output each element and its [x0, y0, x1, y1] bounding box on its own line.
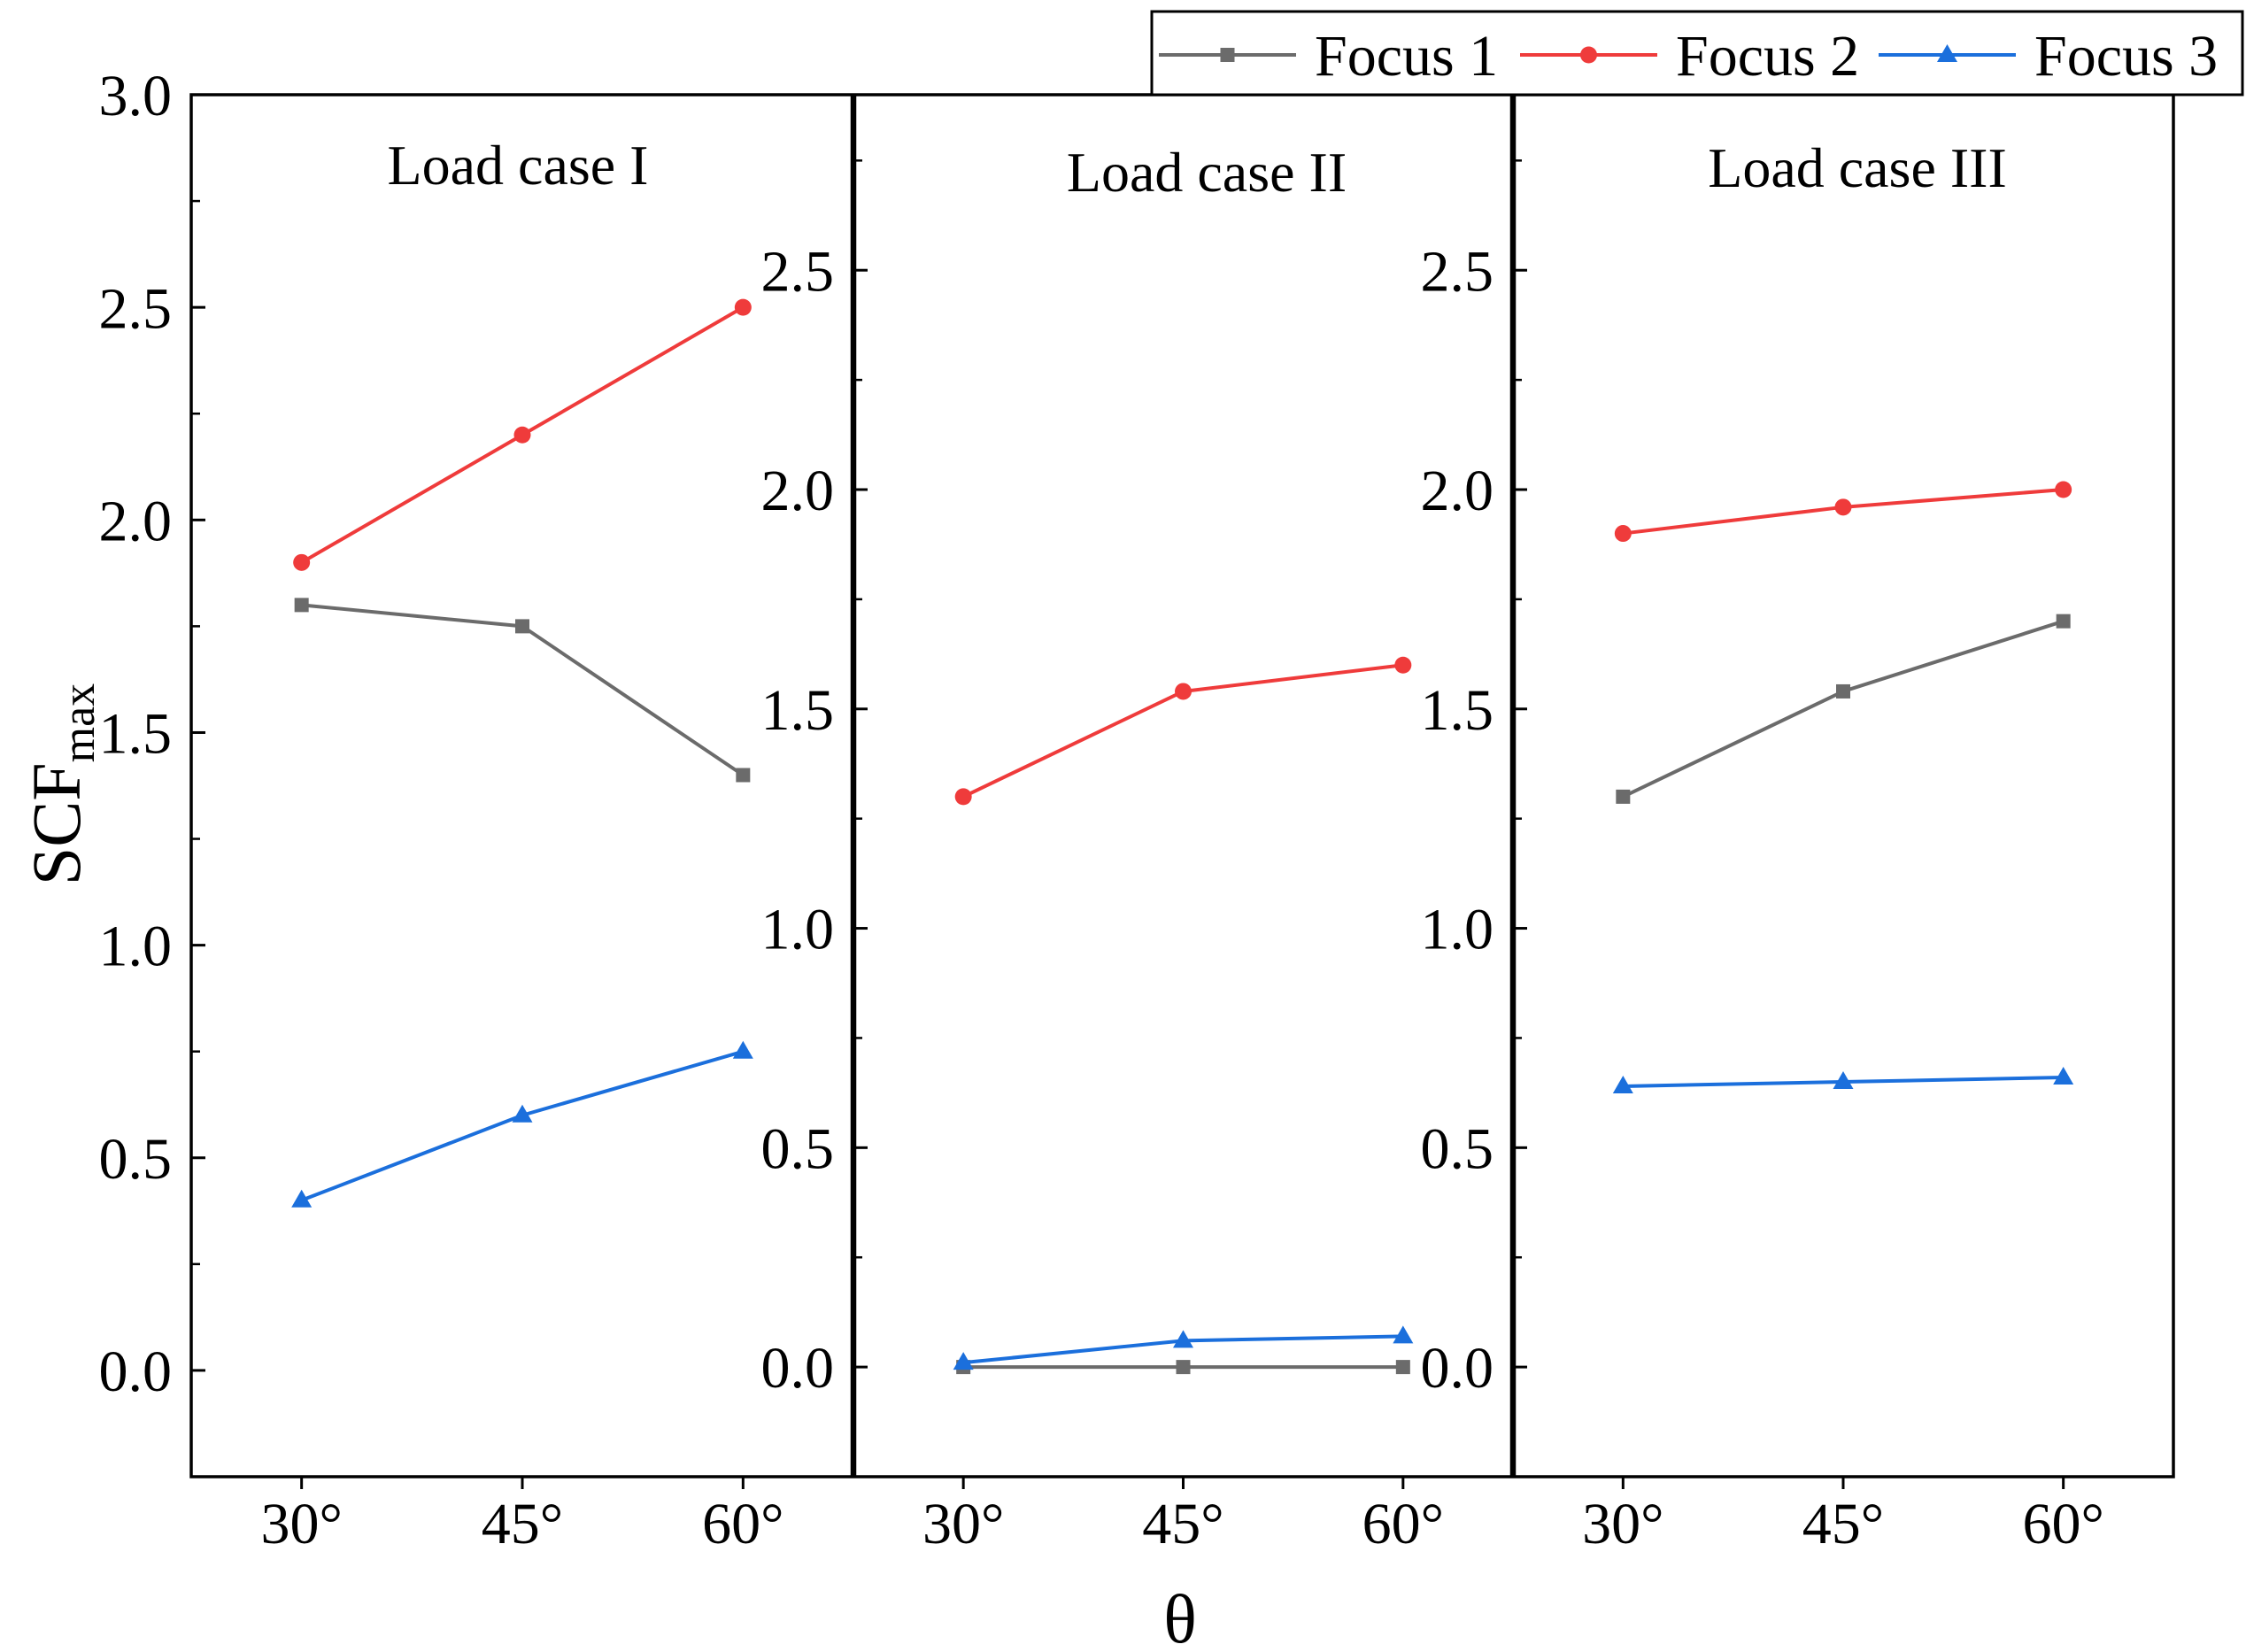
legend-focus-3-label: Focus 3: [2034, 24, 2218, 89]
legend-box: [1150, 10, 2244, 96]
panel-title-load-case-ii: Load case II: [1067, 141, 1347, 204]
panel-1-focus-3-data-point: [512, 1104, 533, 1123]
panel-2-focus-2-data-point: [1394, 656, 1412, 674]
panel-title-load-case-i: Load case I: [388, 134, 649, 197]
y-tick-label: 1.5: [1421, 678, 1494, 743]
x-tick-label: 30°: [1582, 1492, 1663, 1556]
panel-3-focus-1-data-point: [2056, 614, 2071, 629]
legend-focus-3-marker: [1937, 44, 1957, 62]
panel-3-focus-1-data-point: [1836, 683, 1850, 699]
legend-focus-2-label: Focus 2: [1676, 24, 1859, 89]
y-axis-label: SCFmax: [18, 683, 104, 885]
y-tick-label: 3.0: [99, 64, 173, 128]
panel-3-focus-1-line: [1622, 619, 2065, 799]
x-tick-label: 45°: [1142, 1492, 1223, 1556]
y-tick-label: 1.5: [99, 702, 173, 767]
y-tick-label: 1.5: [761, 678, 835, 743]
panel-title-load-case-iii: Load case III: [1708, 136, 2007, 199]
panel-3-focus-3-data-point: [1833, 1071, 1854, 1089]
panel-2-focus-1-data-point: [1176, 1360, 1191, 1375]
panel-1-focus-3-data-point: [291, 1189, 313, 1208]
panel-2: 0.0 0.5 1.0 1.5 2.0 2.5 30° 45° 60°: [761, 159, 1444, 1556]
y-tick-label: 1.0: [1421, 898, 1494, 962]
x-tick-label: 60°: [1362, 1492, 1444, 1556]
y-tick-label: 1.0: [761, 898, 835, 962]
panel-3-focus-2-data-point: [1614, 525, 1632, 543]
y-tick-label: 0.0: [99, 1339, 173, 1404]
panel-1-focus-3-line: [300, 1049, 744, 1202]
panel-2-focus-3-data-point: [953, 1352, 974, 1370]
x-tick-label: 45°: [1802, 1492, 1884, 1556]
plot-panels: 0.0 0.5 1.0 1.5 2.0 2.5 3.0 30° 45° 60° 0.0 0.5 1.0 1…: [99, 64, 2104, 1556]
panel-2-focus-1-data-point: [1395, 1360, 1410, 1375]
y-axis-label-main: SCF: [18, 762, 95, 885]
plot-frame: [189, 93, 2175, 1478]
y-tick-label: 0.5: [1421, 1116, 1494, 1181]
y-axis-label-subscript: max: [54, 683, 104, 763]
panel-3-focus-2-data-point: [1834, 498, 1852, 516]
panel-1-focus-2-data-point: [513, 426, 531, 444]
panel-2-focus-2-data-point: [1175, 683, 1192, 700]
panel-3-focus-3-data-point: [1612, 1075, 1633, 1093]
panel-2-focus-3-data-point: [1393, 1325, 1414, 1344]
panel-3-focus-1-data-point: [1616, 789, 1631, 804]
y-tick-label: 2.0: [1421, 459, 1494, 523]
legend-focus-2-marker: [1580, 46, 1597, 64]
x-axis-label: θ: [1163, 1580, 1196, 1652]
x-tick-label: 30°: [260, 1492, 342, 1556]
panel-3: 0.0 0.5 1.0 1.5 2.0 2.5 30° 45° 60°: [1421, 159, 2104, 1556]
y-tick-label: 2.5: [761, 239, 835, 304]
panel-2-focus-2-data-point: [954, 788, 972, 806]
y-tick-label: 2.0: [761, 459, 835, 523]
panel-1-focus-2-data-point: [734, 298, 752, 316]
y-tick-label: 0.0: [761, 1336, 835, 1401]
legend-focus-1-label: Focus 1: [1315, 24, 1498, 89]
panel-1-focus-2-data-point: [293, 553, 311, 571]
panel-1-focus-3-data-point: [732, 1040, 753, 1059]
panel-1-focus-1-data-point: [294, 598, 309, 613]
x-tick-label: 60°: [702, 1492, 783, 1556]
panel-3-focus-2-data-point: [2055, 481, 2072, 498]
panel-3-focus-3-data-point: [2053, 1067, 2074, 1085]
x-tick-label: 60°: [2022, 1492, 2103, 1556]
y-tick-label: 1.0: [99, 915, 173, 979]
y-tick-label: 0.5: [761, 1116, 835, 1181]
panel-1-focus-1-data-point: [736, 768, 751, 783]
x-tick-label: 30°: [922, 1492, 1004, 1556]
panel-2-focus-3-data-point: [1173, 1330, 1193, 1348]
panel-1-focus-1-data-point: [515, 619, 529, 634]
y-tick-label: 2.5: [1421, 239, 1494, 304]
y-tick-label: 0.5: [99, 1127, 173, 1192]
legend: Focus 1 Focus 2 Focus 3: [1150, 10, 2244, 96]
panel-1: 0.0 0.5 1.0 1.5 2.0 2.5 3.0 30° 45° 60°: [99, 64, 784, 1556]
y-tick-label: 2.0: [99, 489, 173, 553]
x-tick-label: 45°: [482, 1492, 563, 1556]
y-tick-label: 0.0: [1421, 1336, 1494, 1401]
y-tick-label: 2.5: [99, 276, 173, 341]
legend-focus-1-marker: [1220, 48, 1235, 62]
